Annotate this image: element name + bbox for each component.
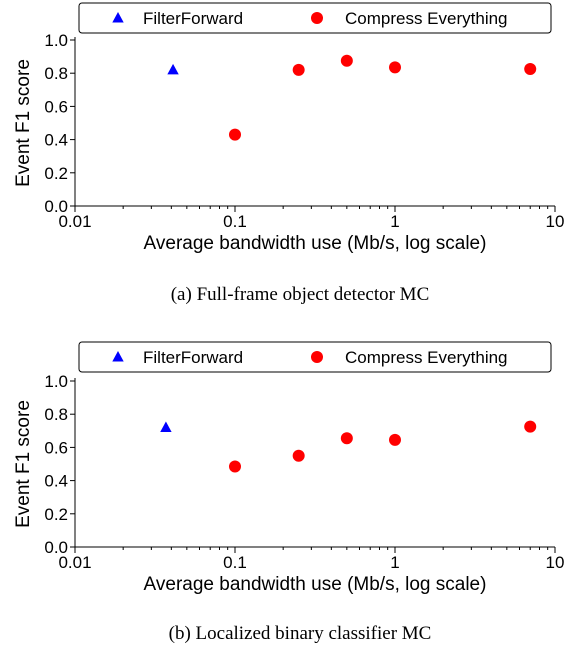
y-tick-label: 1.0 bbox=[44, 31, 68, 50]
y-tick-label: 0.0 bbox=[44, 538, 68, 557]
x-tick-label: 1 bbox=[390, 553, 399, 572]
chart-panel-a: FilterForward Compress Everything 0.0 0.2 0.… bbox=[13, 2, 565, 305]
data-point-filterforward bbox=[167, 63, 179, 75]
x-tick-label: 0.01 bbox=[58, 553, 91, 572]
y-tick-label: 0.2 bbox=[44, 164, 68, 183]
data-point-compress-everything bbox=[229, 128, 241, 141]
data-point-compress-everything bbox=[524, 420, 537, 433]
data-point-compress-everything bbox=[524, 63, 537, 76]
data-point-compress-everything bbox=[340, 432, 353, 445]
data-point-compress-everything bbox=[340, 54, 353, 67]
legend-marker-circle bbox=[311, 12, 323, 24]
data-point-compress-everything bbox=[292, 63, 305, 76]
data-point-compress-everything bbox=[292, 449, 305, 462]
y-tick-label: 0.4 bbox=[44, 472, 68, 491]
chart-panel-b: FilterForward Compress Everything 0.0 0.2 0.… bbox=[13, 341, 565, 644]
x-tick-label: 10 bbox=[546, 212, 565, 231]
data-point-filterforward bbox=[160, 421, 172, 432]
legend-marker-triangle bbox=[112, 351, 124, 362]
legend-label: FilterForward bbox=[143, 9, 243, 28]
legend-marker-circle bbox=[311, 351, 323, 363]
x-axis-label: Average bandwidth use (Mb/s, log scale) bbox=[144, 233, 487, 254]
x-tick-label: 0.1 bbox=[223, 212, 247, 231]
legend-label: FilterForward bbox=[143, 348, 243, 367]
y-tick-label: 0.6 bbox=[44, 97, 68, 116]
legend: FilterForward Compress Everything bbox=[78, 341, 552, 373]
y-tick-label: 0.8 bbox=[44, 405, 68, 424]
figure-caption: (b) Localized binary classifier MC bbox=[169, 623, 432, 644]
data-point-compress-everything bbox=[389, 61, 401, 74]
data-point-compress-everything bbox=[389, 433, 401, 446]
data-point-compress-everything bbox=[229, 460, 241, 473]
legend-label: Compress Everything bbox=[345, 9, 508, 28]
legend-marker-triangle bbox=[112, 12, 124, 23]
y-tick-label: 0.6 bbox=[44, 438, 68, 457]
figure-caption: (a) Full-frame object detector MC bbox=[171, 284, 430, 305]
x-tick-label: 10 bbox=[546, 553, 565, 572]
legend-label: Compress Everything bbox=[345, 348, 508, 367]
x-axis-label: Average bandwidth use (Mb/s, log scale) bbox=[144, 574, 487, 595]
legend: FilterForward Compress Everything bbox=[78, 2, 552, 34]
y-tick-label: 1.0 bbox=[44, 372, 68, 391]
x-tick-label: 1 bbox=[390, 212, 399, 231]
y-tick-label: 0.2 bbox=[44, 505, 68, 524]
y-axis-label: Event F1 score bbox=[13, 59, 34, 187]
y-axis-label: Event F1 score bbox=[13, 400, 34, 528]
x-tick-label: 0.1 bbox=[223, 553, 247, 572]
y-tick-label: 0.4 bbox=[44, 131, 68, 150]
y-tick-label: 0.8 bbox=[44, 64, 68, 83]
y-tick-label: 0.0 bbox=[44, 197, 68, 216]
x-tick-label: 0.01 bbox=[58, 212, 91, 231]
